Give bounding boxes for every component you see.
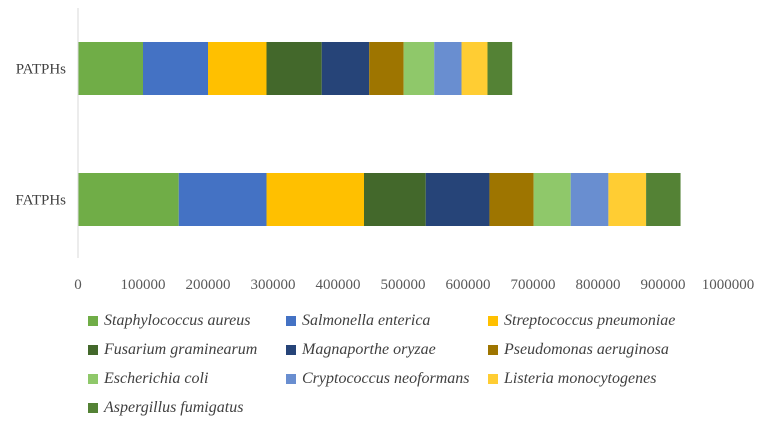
legend-item: Escherichia coli bbox=[88, 368, 286, 390]
legend-label: Streptococcus pneumoniae bbox=[504, 312, 676, 329]
legend-swatch bbox=[488, 345, 498, 355]
legend-label: Staphylococcus aureus bbox=[104, 312, 251, 329]
legend: Staphylococcus aureus Salmonella enterica… bbox=[88, 310, 758, 419]
x-tick-label: 0 bbox=[74, 277, 82, 293]
x-tick-label: 300000 bbox=[251, 277, 296, 293]
legend-swatch bbox=[286, 316, 296, 326]
legend-swatch bbox=[488, 316, 498, 326]
legend-item: Cryptococcus neoformans bbox=[286, 368, 488, 390]
legend-item: Pseudomonas aeruginosa bbox=[488, 339, 738, 361]
legend-swatch bbox=[286, 374, 296, 384]
bars-group bbox=[78, 42, 681, 226]
bar-fatphs-segment-9 bbox=[608, 173, 647, 226]
legend-label: Fusarium graminearum bbox=[104, 341, 258, 358]
bar-patphs-segment-6 bbox=[369, 42, 404, 95]
legend-item: Aspergillus fumigatus bbox=[88, 397, 286, 419]
legend-label: Cryptococcus neoformans bbox=[302, 370, 470, 387]
bar-patphs-segment-8 bbox=[434, 42, 462, 95]
legend-swatch bbox=[88, 403, 98, 413]
x-tick-label: 400000 bbox=[316, 277, 361, 293]
legend-label: Pseudomonas aeruginosa bbox=[504, 341, 669, 358]
legend-label: Listeria monocytogenes bbox=[504, 370, 657, 387]
bar-fatphs-segment-4 bbox=[364, 173, 426, 226]
bar-patphs-segment-7 bbox=[403, 42, 435, 95]
category-label: FATPHs bbox=[15, 193, 66, 209]
x-tick-label: 900000 bbox=[641, 277, 686, 293]
bar-patphs-segment-3 bbox=[208, 42, 267, 95]
legend-item: Streptococcus pneumoniae bbox=[488, 310, 738, 332]
legend-swatch bbox=[488, 374, 498, 384]
bar-patphs-segment-9 bbox=[461, 42, 488, 95]
legend-swatch bbox=[88, 345, 98, 355]
bar-patphs-segment-5 bbox=[321, 42, 370, 95]
legend-label: Magnaporthe oryzae bbox=[302, 341, 436, 358]
bar-patphs-segment-4 bbox=[266, 42, 322, 95]
category-label: PATPHs bbox=[16, 62, 66, 78]
category-labels: PATPHs FATPHs bbox=[15, 62, 66, 209]
bar-fatphs-segment-10 bbox=[646, 173, 681, 226]
bar-fatphs-segment-2 bbox=[178, 173, 267, 226]
x-tick-label: 100000 bbox=[121, 277, 166, 293]
bar-patphs-segment-10 bbox=[487, 42, 513, 95]
legend-swatch bbox=[88, 316, 98, 326]
x-tick-label: 500000 bbox=[381, 277, 426, 293]
x-tick-label: 1000000 bbox=[702, 277, 755, 293]
legend-item: Magnaporthe oryzae bbox=[286, 339, 488, 361]
legend-swatch bbox=[88, 374, 98, 384]
bar-fatphs-segment-1 bbox=[78, 173, 179, 226]
bar-fatphs-segment-6 bbox=[489, 173, 534, 226]
bar-patphs-segment-1 bbox=[78, 42, 143, 95]
legend-swatch bbox=[286, 345, 296, 355]
x-tick-labels: 0 100000 200000 300000 400000 500000 600000 700… bbox=[74, 277, 754, 293]
legend-item: Salmonella enterica bbox=[286, 310, 488, 332]
bar-fatphs-segment-8 bbox=[570, 173, 609, 226]
bar-fatphs-segment-7 bbox=[533, 173, 571, 226]
legend-label: Salmonella enterica bbox=[302, 312, 431, 329]
bar-fatphs-segment-5 bbox=[425, 173, 490, 226]
legend-item: Staphylococcus aureus bbox=[88, 310, 286, 332]
legend-item: Fusarium graminearum bbox=[88, 339, 286, 361]
x-tick-label: 700000 bbox=[511, 277, 556, 293]
x-tick-label: 600000 bbox=[446, 277, 491, 293]
legend-label: Escherichia coli bbox=[104, 370, 209, 387]
x-tick-label: 200000 bbox=[186, 277, 231, 293]
legend-item: Listeria monocytogenes bbox=[488, 368, 738, 390]
bar-patphs-segment-2 bbox=[143, 42, 208, 95]
bar-fatphs-segment-3 bbox=[266, 173, 364, 226]
x-tick-label: 800000 bbox=[576, 277, 621, 293]
legend-label: Aspergillus fumigatus bbox=[104, 399, 244, 416]
